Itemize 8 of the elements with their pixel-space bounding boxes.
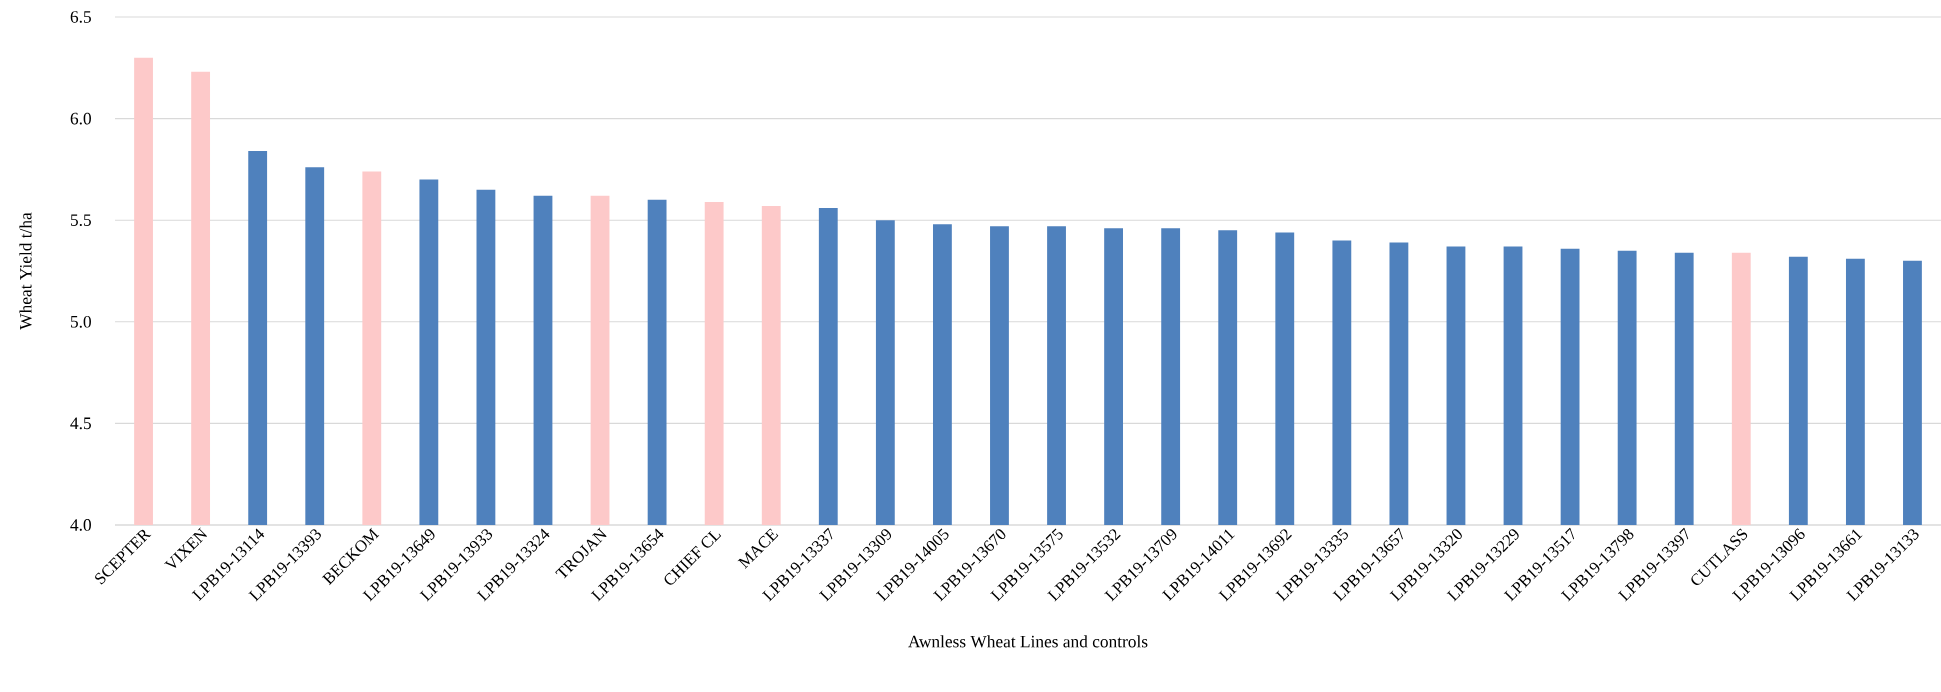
y-tick-label: 6.0 [70, 112, 91, 125]
y-tick-label: 4.5 [70, 417, 91, 430]
y-tick-label: 5.0 [70, 315, 91, 328]
y-tick-label: 5.5 [70, 214, 91, 226]
y-axis-title: Wheat Yield t/ha [19, 212, 32, 330]
y-tick-label: 4.0 [70, 519, 91, 531]
y-tick-label: 6.5 [70, 11, 91, 23]
x-axis-title: Awnless Wheat Lines and controls [908, 635, 1148, 648]
